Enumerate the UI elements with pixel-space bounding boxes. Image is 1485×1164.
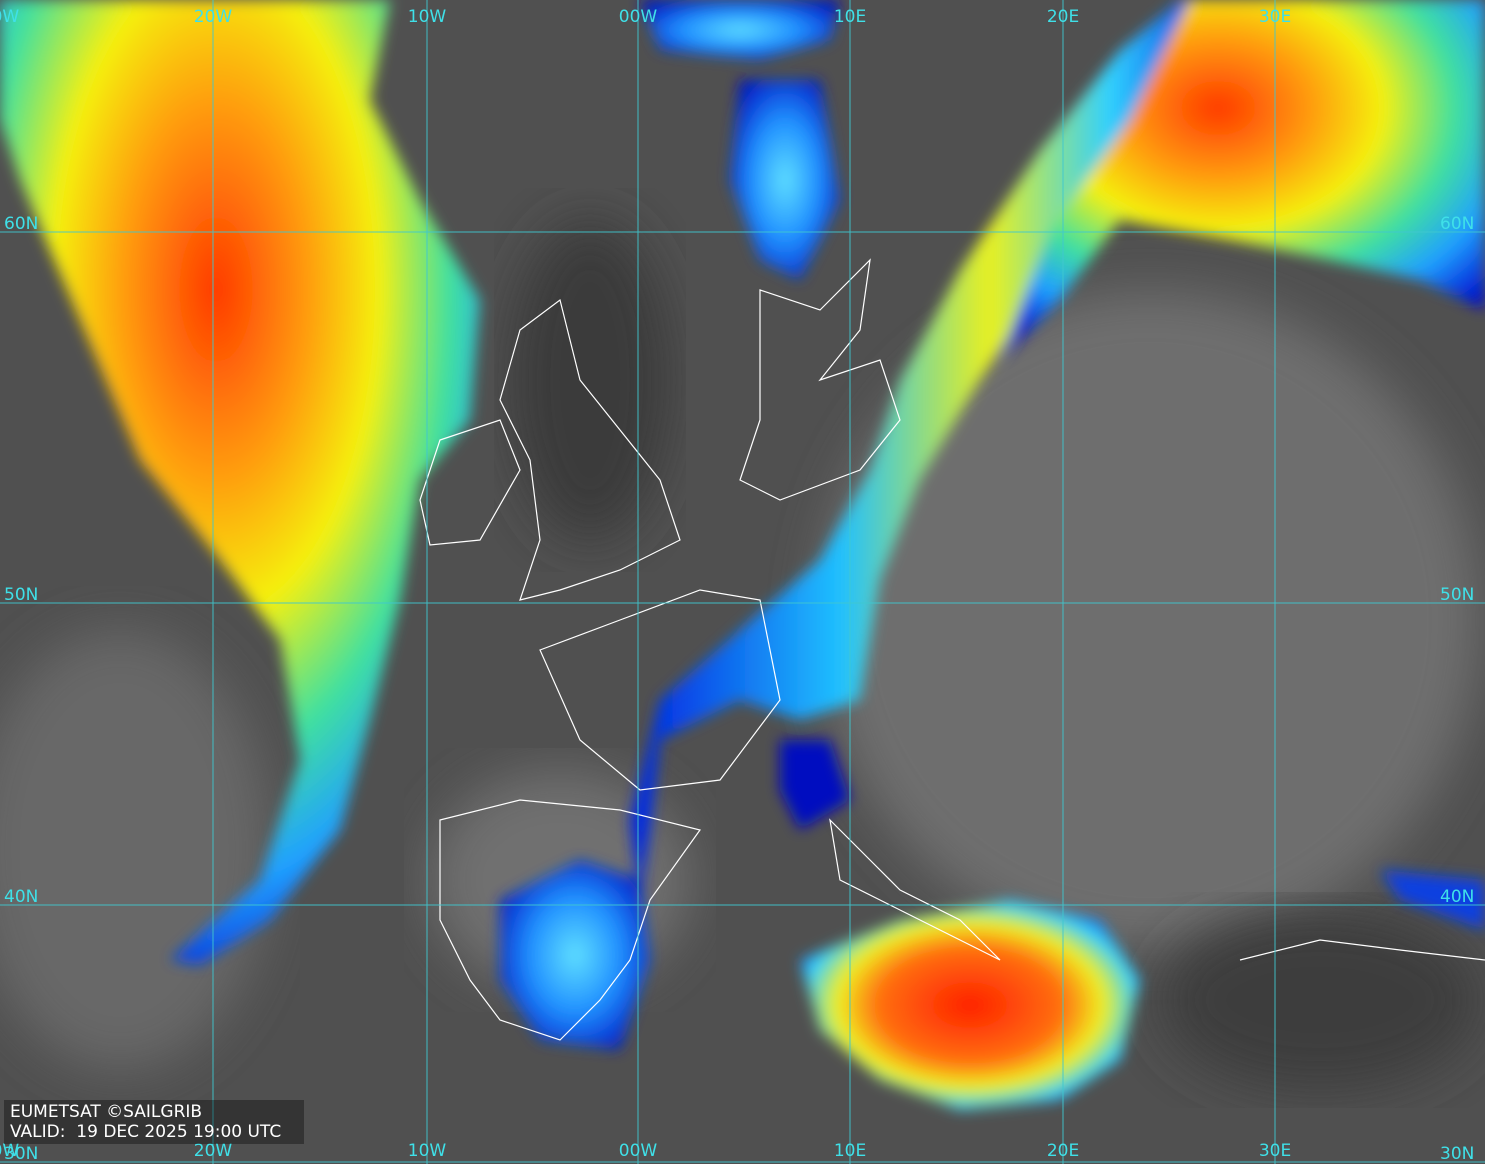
credit-valid: VALID: 19 DEC 2025 19:00 UTC [10,1122,281,1142]
meridian-label: 20E [1047,1141,1079,1161]
meridian-label: 00W [619,7,658,27]
meridian-label: 30E [1259,7,1291,27]
meridian-label: 30W [0,1141,19,1161]
parallel-label: 50N [1440,585,1474,605]
parallel-label: 40N [1440,887,1474,907]
meridian-label: 20W [194,1141,233,1161]
meridian-label: 10E [834,1141,866,1161]
meridian-label: 00W [619,1141,658,1161]
parallel-label: 30N [1440,1144,1474,1164]
coastlines [419,258,1485,1041]
meridian-label: 10W [408,1141,447,1161]
cloud-imagery [0,0,1485,1110]
parallel-label: 30N [4,1144,38,1164]
meridian-label: 30E [1259,1141,1291,1161]
parallel-label: 40N [4,887,38,907]
graticule-labels: 30W 30W 20W 20W 10W 10W 00W 00W 10E 10E 20E 20E 30E 3… [0,7,1474,1164]
credit-source: EUMETSAT ©SAILGRIB [10,1102,202,1122]
credit-box [4,1100,304,1144]
parallel-label: 60N [1440,214,1474,234]
meridian-label: 30W [0,7,19,27]
parallel-label: 50N [4,585,38,605]
meridian-label: 20E [1047,7,1079,27]
meridian-label: 20W [194,7,233,27]
parallel-label: 60N [4,214,38,234]
meridian-label: 10E [834,7,866,27]
meridian-label: 10W [408,7,447,27]
